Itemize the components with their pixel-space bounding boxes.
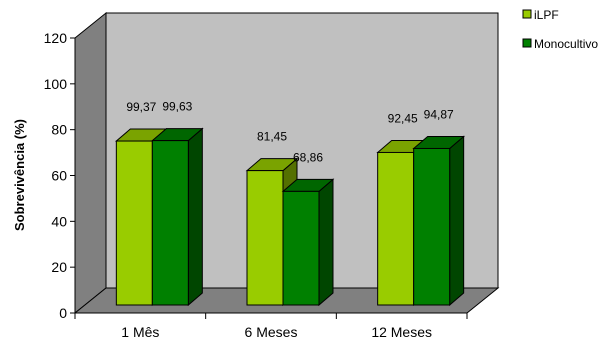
data-labels: 99,37 99,63 81,45 68,86 92,45 94,87 xyxy=(126,100,454,165)
legend-swatch xyxy=(522,9,532,19)
y-axis-title: Sobrevivência (%) xyxy=(12,119,27,231)
bar xyxy=(412,135,466,307)
bar-front xyxy=(115,140,153,306)
y-tick-label: 120 xyxy=(44,30,68,46)
x-axis: 1 Mês 6 Meses 12 Meses xyxy=(74,312,468,340)
legend: iLPF Monocultivo xyxy=(522,8,598,51)
bar-side xyxy=(187,127,203,307)
bar-front xyxy=(377,151,415,306)
y-tick-label: 0 xyxy=(59,305,67,321)
legend-swatch xyxy=(522,38,532,48)
x-tick-label: 6 Meses xyxy=(245,324,298,340)
data-label: 68,86 xyxy=(293,150,323,164)
x-tick-label: 1 Mês xyxy=(121,324,159,340)
legend-label: iLPF xyxy=(534,8,559,22)
bar-front xyxy=(413,147,451,306)
bar-front xyxy=(246,170,284,306)
y-tick-label: 20 xyxy=(51,259,67,275)
y-tick-label: 80 xyxy=(51,122,67,138)
y-tick-label: 100 xyxy=(44,76,68,92)
bar-front xyxy=(151,140,189,306)
bar xyxy=(150,127,204,307)
data-label: 99,37 xyxy=(126,100,156,114)
side-wall xyxy=(74,11,107,315)
bars xyxy=(114,127,466,307)
data-label: 94,87 xyxy=(424,107,454,121)
data-label: 92,45 xyxy=(388,111,418,125)
data-label: 99,63 xyxy=(162,100,192,114)
bar-side xyxy=(449,135,465,307)
data-label: 81,45 xyxy=(257,130,287,144)
bar xyxy=(281,178,335,307)
bar-side xyxy=(318,178,334,307)
y-axis: 0 20 40 60 80 100 120 xyxy=(44,30,76,321)
x-tick-label: 12 Meses xyxy=(371,324,432,340)
legend-label: Monocultivo xyxy=(534,37,598,51)
y-tick-label: 60 xyxy=(51,168,67,184)
bar-front xyxy=(282,190,320,306)
y-tick-label: 40 xyxy=(51,213,67,229)
